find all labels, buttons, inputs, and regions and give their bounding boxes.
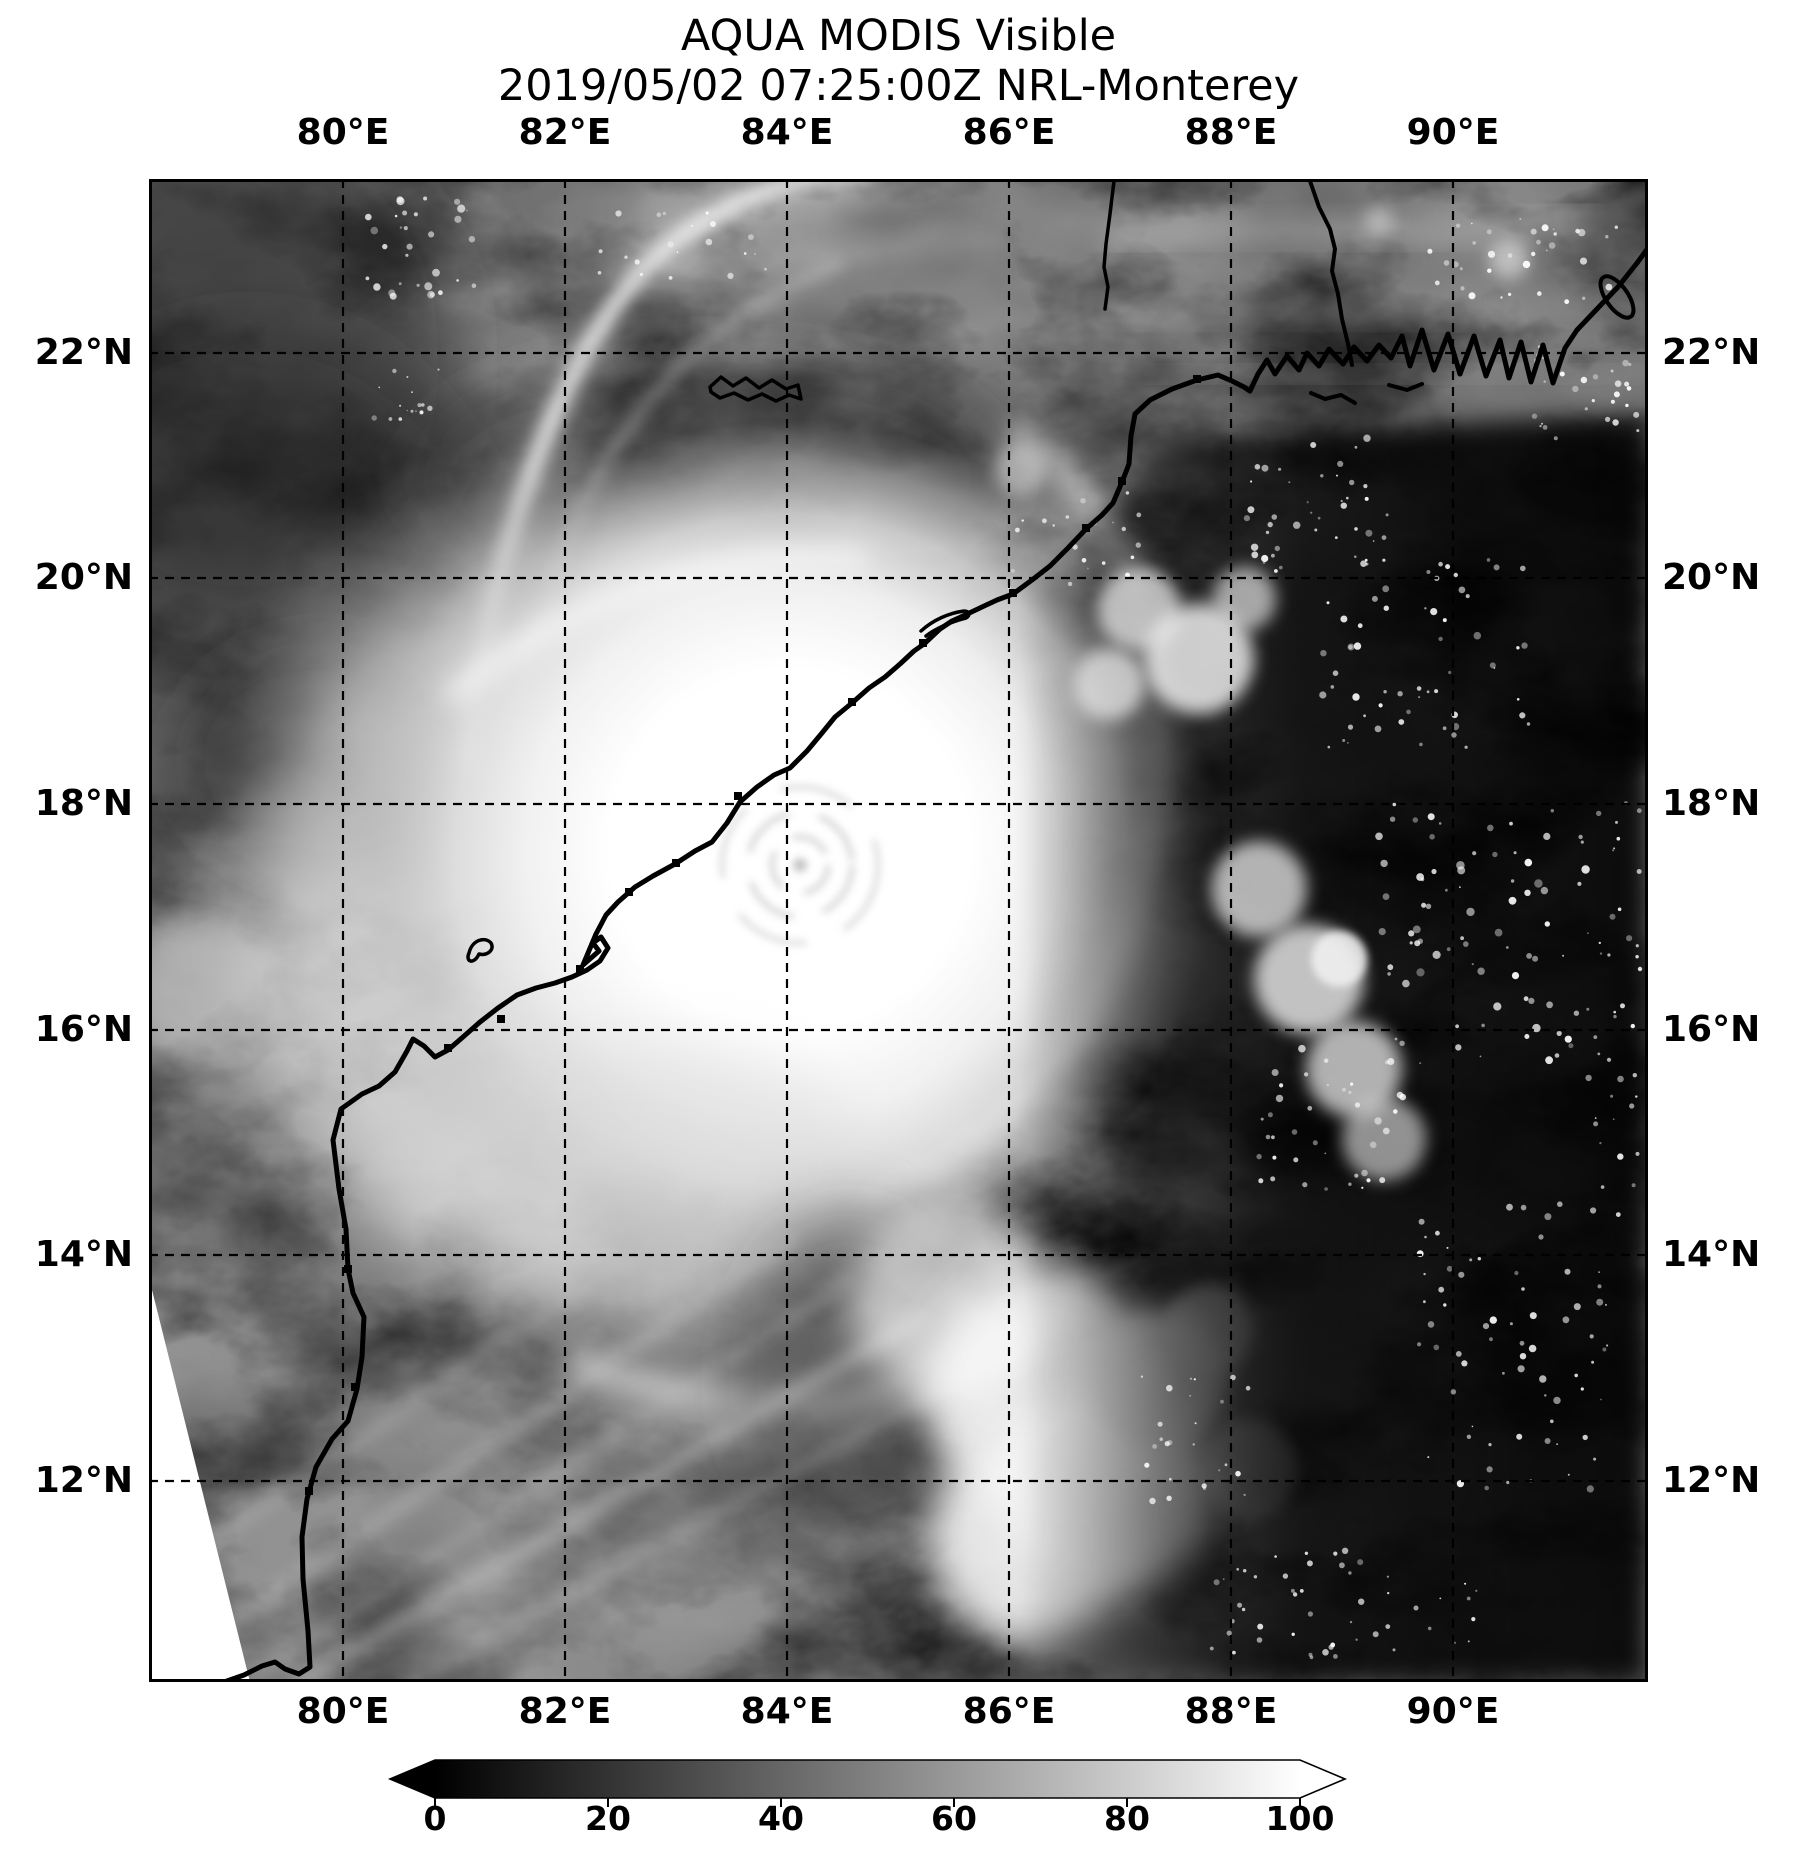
colorbar-tick-label: 60 [931,1799,977,1838]
x-tick-label-top: 90°E [1406,112,1500,153]
cloud-blobs-east [994,444,1426,1181]
y-tick-label-right: 22°N [1662,332,1761,373]
x-tick-label-bottom: 90°E [1406,1691,1500,1732]
page-subtitle: 2019/05/02 07:25:00Z NRL-Monterey [497,61,1300,111]
x-tick-label-bottom: 80°E [296,1691,390,1732]
y-tick-label-left: 20°N [34,557,133,598]
page-title: AQUA MODIS Visible [680,11,1117,61]
x-tick-label-top: 88°E [1184,112,1278,153]
border-river [1308,179,1354,367]
y-tick-label-right: 16°N [1662,1009,1761,1050]
y-tick-label-right: 18°N [1662,783,1761,824]
x-tick-label-top: 84°E [740,112,834,153]
y-tick-label-left: 18°N [34,783,133,824]
india-bangladesh-coastline [221,245,1648,1682]
latlon-gridlines [149,179,1648,1682]
colorbar-tick-label: 0 [423,1799,447,1838]
y-tick-label-left: 16°N [34,1009,133,1050]
y-tick-label-left: 14°N [34,1234,133,1275]
colorbar-tick-label: 40 [758,1799,804,1838]
colorbar-tick-label: 20 [585,1799,631,1838]
x-tick-label-top: 80°E [296,112,390,153]
satellite-map [149,179,1648,1682]
small-islands [1309,382,1424,405]
x-tick-label-bottom: 82°E [518,1691,612,1732]
colorbar [387,1759,1348,1807]
x-tick-label-bottom: 84°E [740,1691,834,1732]
coastal-town-markers [305,375,1201,1495]
popcorn-cumulus-speckles [365,196,1643,1660]
kolleru-lake [466,937,494,963]
x-tick-label-top: 86°E [962,112,1056,153]
x-tick-label-bottom: 88°E [1184,1691,1278,1732]
map-frame [149,179,1648,1682]
chilika-lake [919,609,971,638]
colorbar-gradient-bar [387,1759,1348,1799]
y-tick-label-right: 12°N [1662,1460,1761,1501]
y-tick-label-right: 14°N [1662,1234,1761,1275]
y-tick-label-right: 20°N [1662,557,1761,598]
colorbar-tick-marks [434,1798,1301,1807]
cyclone-eyewall-rings [720,785,880,945]
x-tick-label-top: 82°E [518,112,612,153]
y-tick-label-left: 22°N [34,332,133,373]
coastal-island-ring [1598,274,1636,320]
coastline-overlay [221,179,1648,1682]
hirakud-reservoir [708,375,803,403]
x-tick-label-bottom: 86°E [962,1691,1056,1732]
colorbar-tick-label: 100 [1265,1799,1335,1838]
colorbar-tick-label: 80 [1104,1799,1150,1838]
river [1102,179,1116,311]
y-tick-label-left: 12°N [34,1460,133,1501]
